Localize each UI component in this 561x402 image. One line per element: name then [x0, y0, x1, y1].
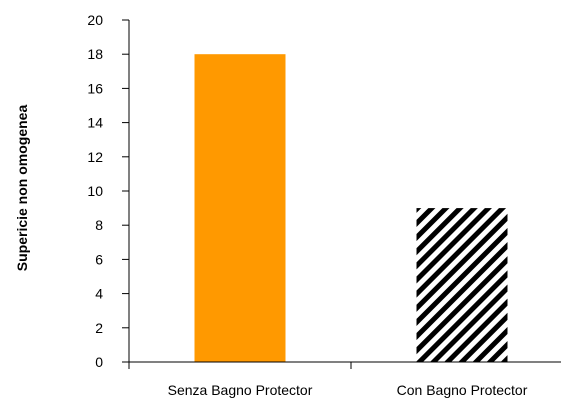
y-tick-label: 0: [95, 354, 103, 370]
y-tick-label: 20: [87, 12, 103, 28]
y-tick-label: 4: [95, 286, 103, 302]
y-tick-label: 2: [95, 320, 103, 336]
y-tick-label: 18: [87, 46, 103, 62]
x-ticks-group: Senza Bagno Protector Con Bagno Protector: [128, 362, 528, 398]
x-category-label: Senza Bagno Protector: [168, 382, 313, 398]
x-category-label: Con Bagno Protector: [397, 382, 528, 398]
bar: [194, 54, 286, 362]
bar: [416, 208, 508, 362]
y-ticks-group: 0 2 4 6 8 10 12 14 16 18 20: [87, 12, 129, 370]
y-tick-label: 16: [87, 80, 103, 96]
y-axis-title: Supericie non omogenea: [14, 105, 30, 272]
y-tick-label: 10: [87, 183, 103, 199]
y-tick-label: 14: [87, 115, 103, 131]
bars-group: [194, 54, 508, 362]
y-tick-label: 8: [95, 217, 103, 233]
y-tick-label: 6: [95, 251, 103, 267]
y-tick-label: 12: [87, 149, 103, 165]
